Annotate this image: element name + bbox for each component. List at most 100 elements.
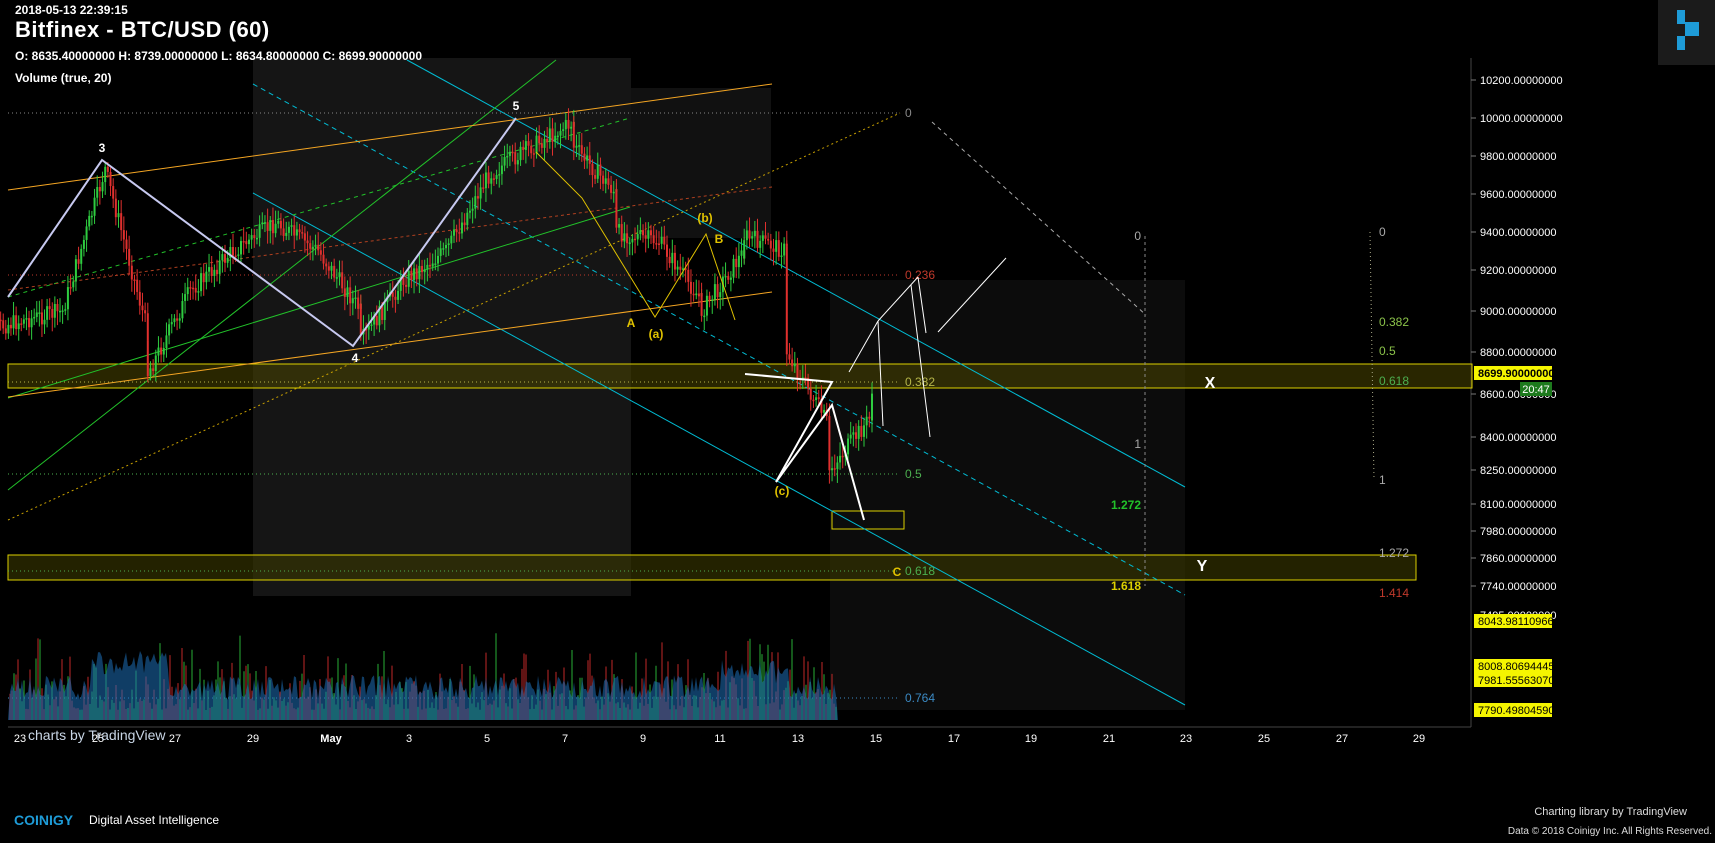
candle-body bbox=[317, 244, 320, 251]
candle-body bbox=[588, 155, 591, 164]
candle-body bbox=[775, 240, 778, 252]
candle-body bbox=[22, 319, 25, 324]
tradingview-watermark: charts by TradingView bbox=[28, 727, 166, 743]
candle-body bbox=[665, 244, 668, 257]
candle-body bbox=[610, 184, 613, 193]
candle-body bbox=[48, 306, 51, 309]
candle-body bbox=[612, 191, 615, 194]
candle-body bbox=[423, 269, 426, 273]
candle-body bbox=[524, 141, 527, 151]
candle-body bbox=[447, 243, 450, 246]
candle-body bbox=[176, 318, 179, 321]
candle-body bbox=[266, 222, 269, 231]
candle-body bbox=[500, 165, 503, 175]
candle-body bbox=[607, 178, 610, 185]
candle-body bbox=[817, 397, 820, 400]
candle-body bbox=[604, 178, 607, 184]
candle-body bbox=[165, 335, 168, 349]
candle-body bbox=[660, 236, 663, 244]
candle-body bbox=[599, 164, 602, 176]
time-tick-label: 29 bbox=[247, 733, 259, 745]
mid-fib-label: 0 bbox=[1134, 229, 1141, 243]
candle-body bbox=[298, 229, 301, 233]
candle-body bbox=[642, 230, 645, 236]
candle-body bbox=[293, 225, 296, 236]
candle-body bbox=[149, 368, 152, 377]
candle-body bbox=[229, 247, 232, 258]
time-tick-label: 19 bbox=[1025, 733, 1037, 745]
orange-channel-line bbox=[7, 83, 773, 191]
candle-body bbox=[0, 319, 2, 322]
price-tick-label: 9600.00000000 bbox=[1480, 189, 1556, 201]
charting-library-credit[interactable]: Charting library by TradingView bbox=[1534, 806, 1687, 818]
candle-body bbox=[106, 166, 109, 172]
candle-body bbox=[847, 438, 850, 455]
candle-body bbox=[144, 310, 147, 314]
volume-indicator-label[interactable]: Volume (true, 20) bbox=[15, 71, 112, 85]
candle-body bbox=[618, 224, 621, 228]
candle-body bbox=[319, 250, 322, 255]
candle-body bbox=[426, 264, 429, 270]
candle-body bbox=[570, 126, 573, 129]
candle-body bbox=[639, 230, 642, 235]
candle-body bbox=[705, 295, 708, 316]
candle-body bbox=[391, 292, 394, 297]
volume-label-bg bbox=[1474, 703, 1552, 717]
candle-body bbox=[96, 187, 99, 198]
candle-body bbox=[863, 425, 866, 437]
candle-body bbox=[681, 268, 684, 270]
candle-body bbox=[184, 294, 187, 301]
candle-body bbox=[7, 324, 10, 334]
ohlc-readout: O: 8635.40000000 H: 8739.00000000 L: 863… bbox=[15, 49, 422, 63]
candle-body bbox=[192, 287, 195, 290]
candle-body bbox=[548, 128, 551, 142]
candle-body bbox=[556, 135, 559, 138]
candle-body bbox=[250, 235, 253, 240]
candle-body bbox=[77, 259, 80, 264]
candle-body bbox=[418, 265, 421, 280]
projection-arrow bbox=[877, 276, 919, 322]
price-tick-label: 9400.00000000 bbox=[1480, 227, 1556, 239]
candle-body bbox=[381, 306, 384, 320]
wave-label: 5 bbox=[513, 99, 520, 113]
candle-body bbox=[468, 210, 471, 213]
candle-body bbox=[394, 296, 397, 300]
candle-body bbox=[157, 347, 160, 356]
candle-body bbox=[239, 241, 242, 255]
candle-body bbox=[402, 277, 405, 285]
candle-body bbox=[865, 416, 868, 426]
volume-label-bg bbox=[1474, 614, 1552, 628]
price-tick-label: 7860.00000000 bbox=[1480, 553, 1556, 565]
candle-body bbox=[796, 363, 799, 378]
candle-body bbox=[80, 248, 83, 264]
candle-body bbox=[15, 315, 18, 330]
fib-extension-line bbox=[1369, 231, 1375, 481]
candle-body bbox=[554, 135, 557, 142]
candle-body bbox=[170, 322, 173, 325]
candle-body bbox=[458, 232, 461, 234]
candle-body bbox=[748, 230, 751, 239]
candle-body bbox=[668, 256, 671, 264]
candle-body bbox=[221, 254, 224, 261]
candle-body bbox=[482, 187, 485, 189]
candle-body bbox=[210, 267, 213, 276]
price-tick-label: 8100.00000000 bbox=[1480, 499, 1556, 511]
candle-body bbox=[532, 153, 535, 155]
candle-body bbox=[64, 309, 67, 311]
candle-body bbox=[471, 208, 474, 211]
candle-body bbox=[476, 196, 479, 199]
fib-level-label: 0.618 bbox=[905, 564, 935, 578]
candle-body bbox=[484, 172, 487, 189]
candle-body bbox=[290, 225, 293, 227]
candle-body bbox=[562, 129, 565, 131]
time-tick-label: 7 bbox=[562, 733, 568, 745]
candle-body bbox=[186, 287, 189, 295]
candle-body bbox=[46, 306, 49, 320]
projection-arrow bbox=[848, 320, 879, 373]
candle-body bbox=[871, 393, 873, 421]
candle-body bbox=[53, 303, 56, 318]
candle-body bbox=[351, 298, 354, 304]
impulse-wave-line bbox=[7, 117, 517, 348]
wave-label: (c) bbox=[775, 484, 790, 498]
